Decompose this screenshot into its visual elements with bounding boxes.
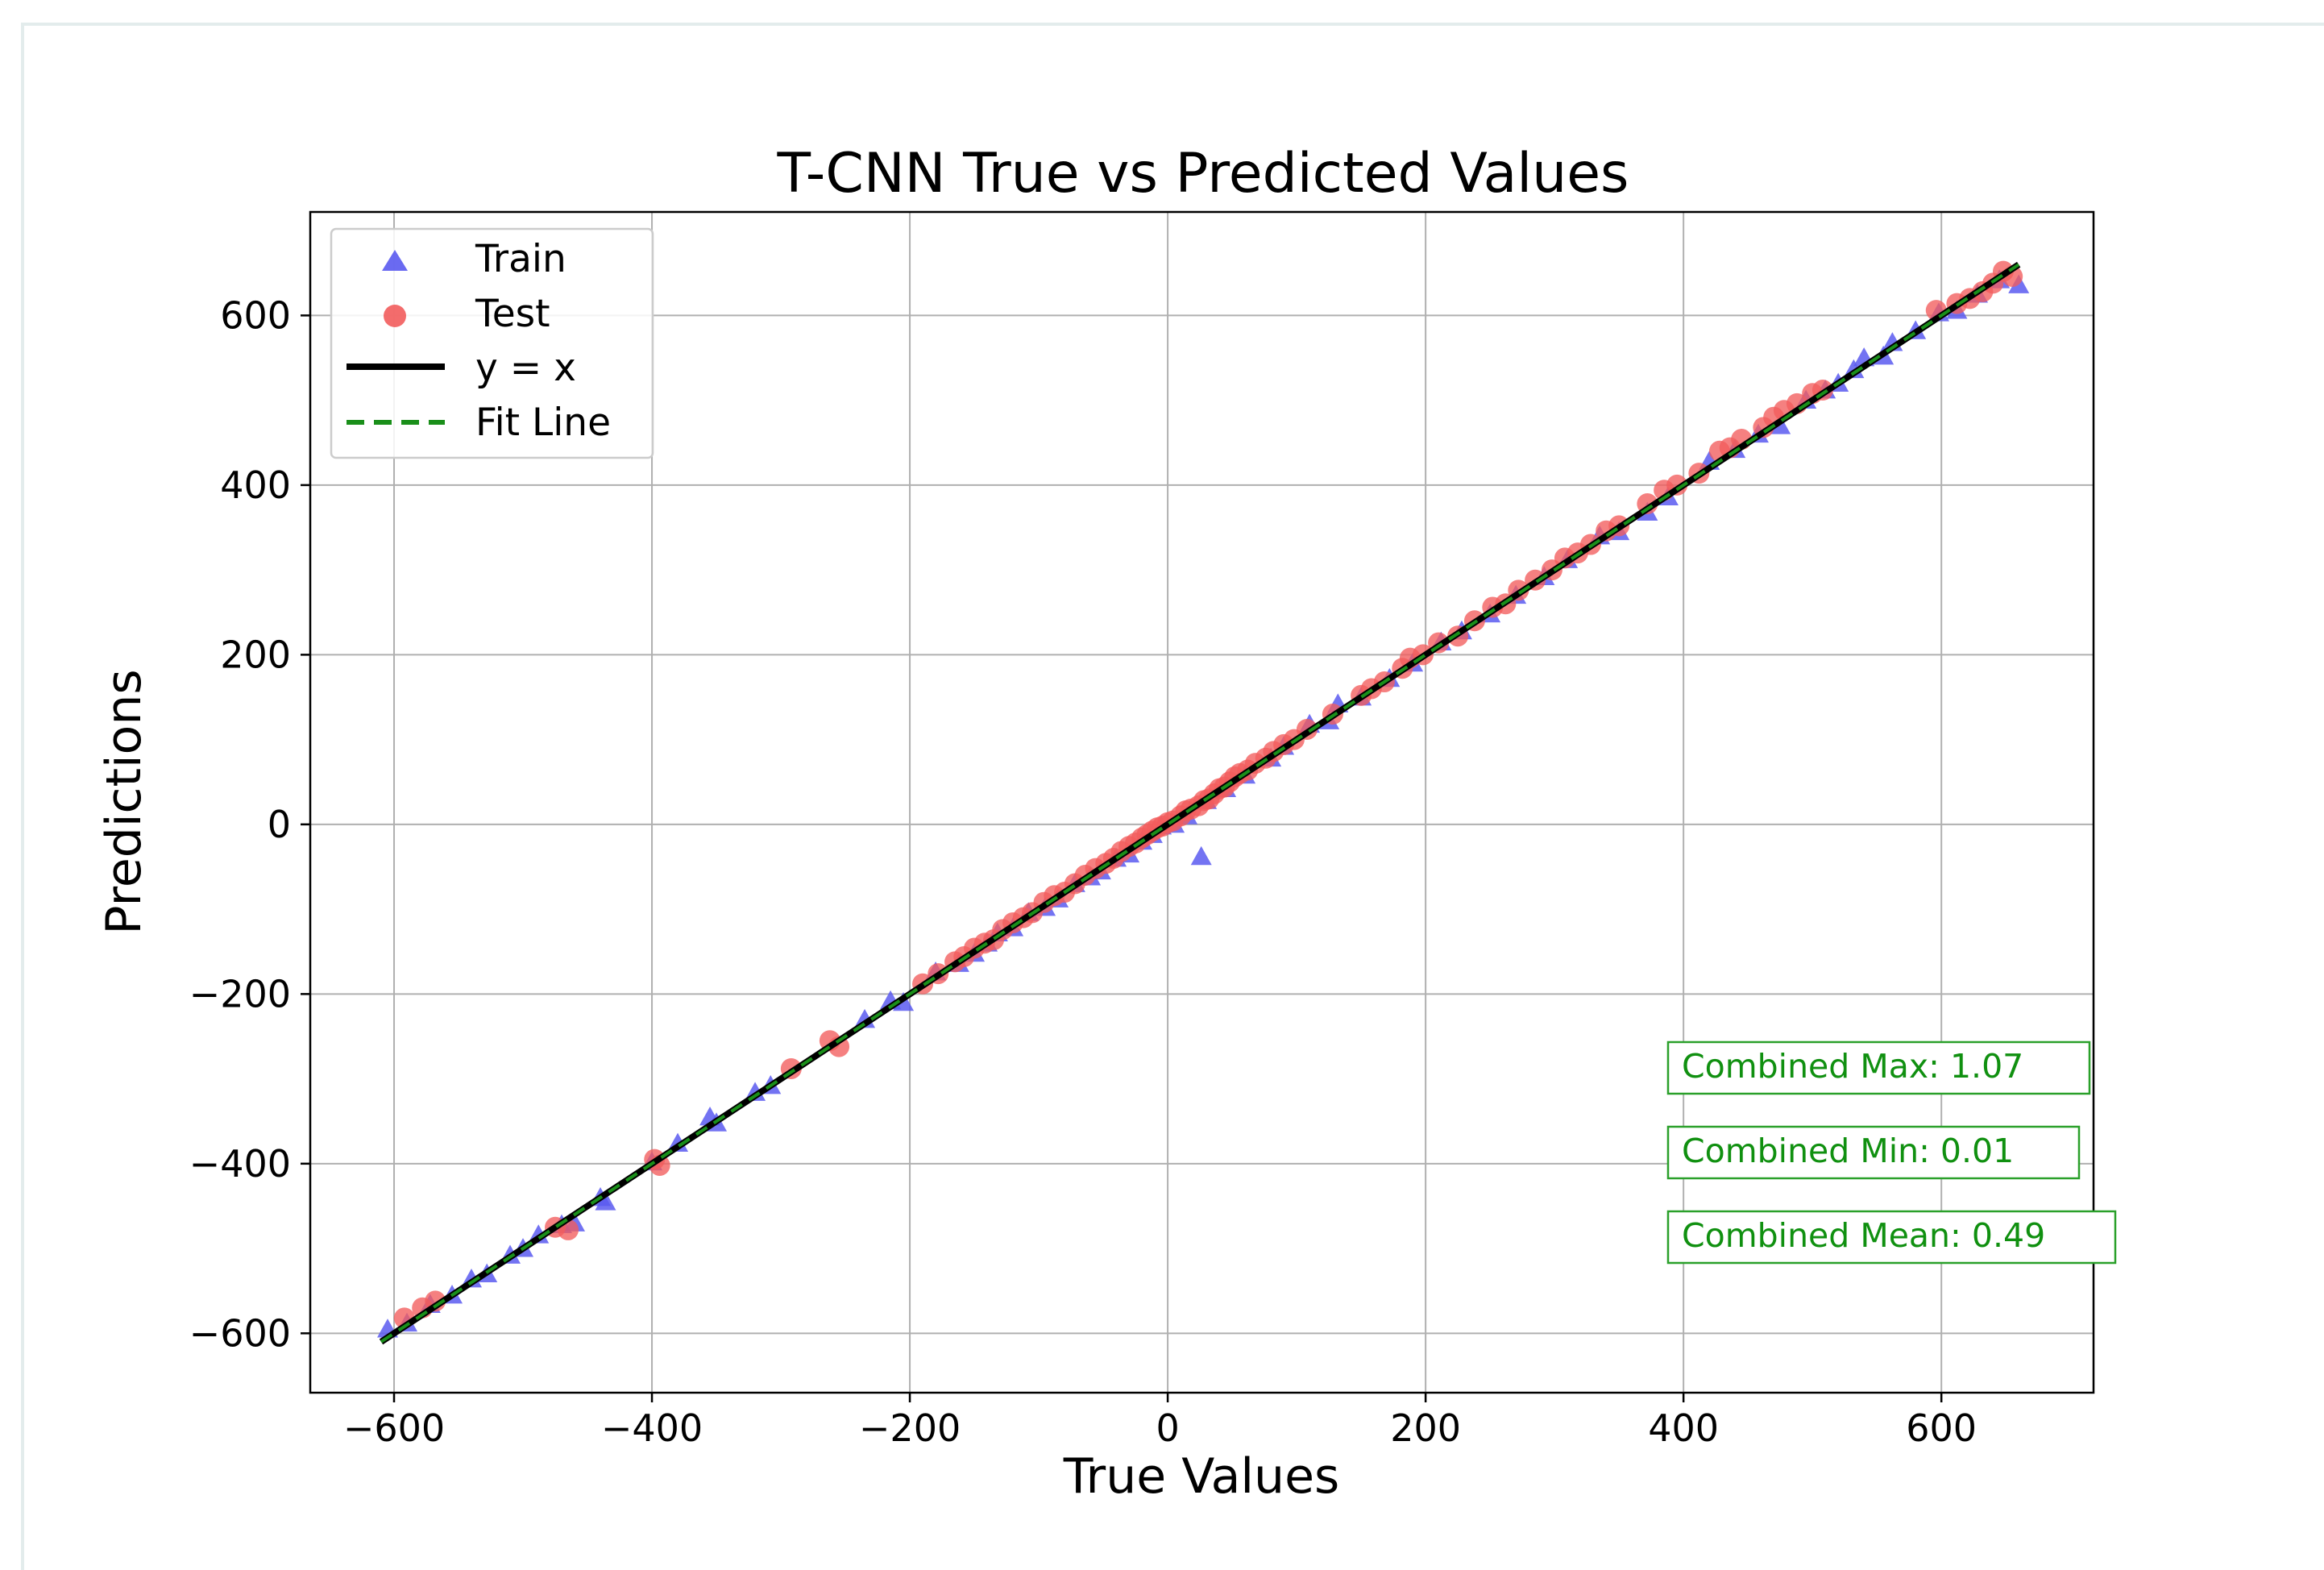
figure-frame — [21, 23, 2324, 1570]
stat-max-box — [1666, 1040, 2091, 1095]
legend-test-marker — [384, 305, 406, 327]
x-tick-label: 600 — [1906, 1406, 1977, 1450]
stat-mean-label: Combined Mean: 0.49 — [1682, 1216, 2045, 1255]
legend-box — [330, 227, 654, 459]
x-tick-label: −600 — [343, 1406, 445, 1450]
y-tick-label: −200 — [189, 972, 291, 1016]
stats-annotations: Combined Max: 1.07 Combined Min: 0.01 Co… — [1666, 1040, 2117, 1265]
legend-test-label: Test — [475, 292, 550, 336]
stat-mean-box — [1666, 1210, 2117, 1265]
y-axis-label: Predictions — [96, 669, 152, 934]
legend-identity-label: y = x — [475, 346, 576, 390]
legend-fit-label: Fit Line — [475, 401, 611, 445]
y-axis-ticks: −600 −400 −200 0 200 400 600 — [189, 293, 310, 1355]
x-tick-label: 400 — [1648, 1406, 1719, 1450]
y-tick-label: −400 — [189, 1142, 291, 1186]
y-tick-label: 600 — [220, 293, 291, 337]
legend-train-marker — [382, 250, 408, 271]
stat-max-label: Combined Max: 1.07 — [1682, 1047, 2023, 1086]
y-tick-label: 200 — [220, 633, 291, 676]
stat-min-label: Combined Min: 0.01 — [1682, 1132, 2014, 1170]
fit-line — [380, 263, 2020, 1344]
legend: Train Test y = x Fit Line — [330, 227, 654, 459]
y-tick-label: −600 — [189, 1311, 291, 1355]
identity-line-group — [379, 261, 2021, 1345]
stat-min-box — [1666, 1125, 2081, 1180]
x-tick-label: −400 — [601, 1406, 703, 1450]
x-tick-label: −200 — [859, 1406, 961, 1450]
y-tick-label: 0 — [268, 803, 291, 846]
train-point — [595, 1191, 616, 1211]
chart-title: T-CNN True vs Predicted Values — [777, 142, 1629, 206]
x-tick-label: 0 — [1156, 1406, 1179, 1450]
x-axis-ticks: −600 −400 −200 0 200 400 600 — [343, 1393, 1977, 1450]
train-point — [1190, 845, 1212, 866]
y-tick-label: 400 — [220, 463, 291, 507]
x-tick-label: 200 — [1390, 1406, 1461, 1450]
legend-train-label: Train — [475, 237, 566, 281]
x-axis-label: True Values — [1063, 1448, 1340, 1505]
plot-area-border — [309, 210, 2095, 1394]
